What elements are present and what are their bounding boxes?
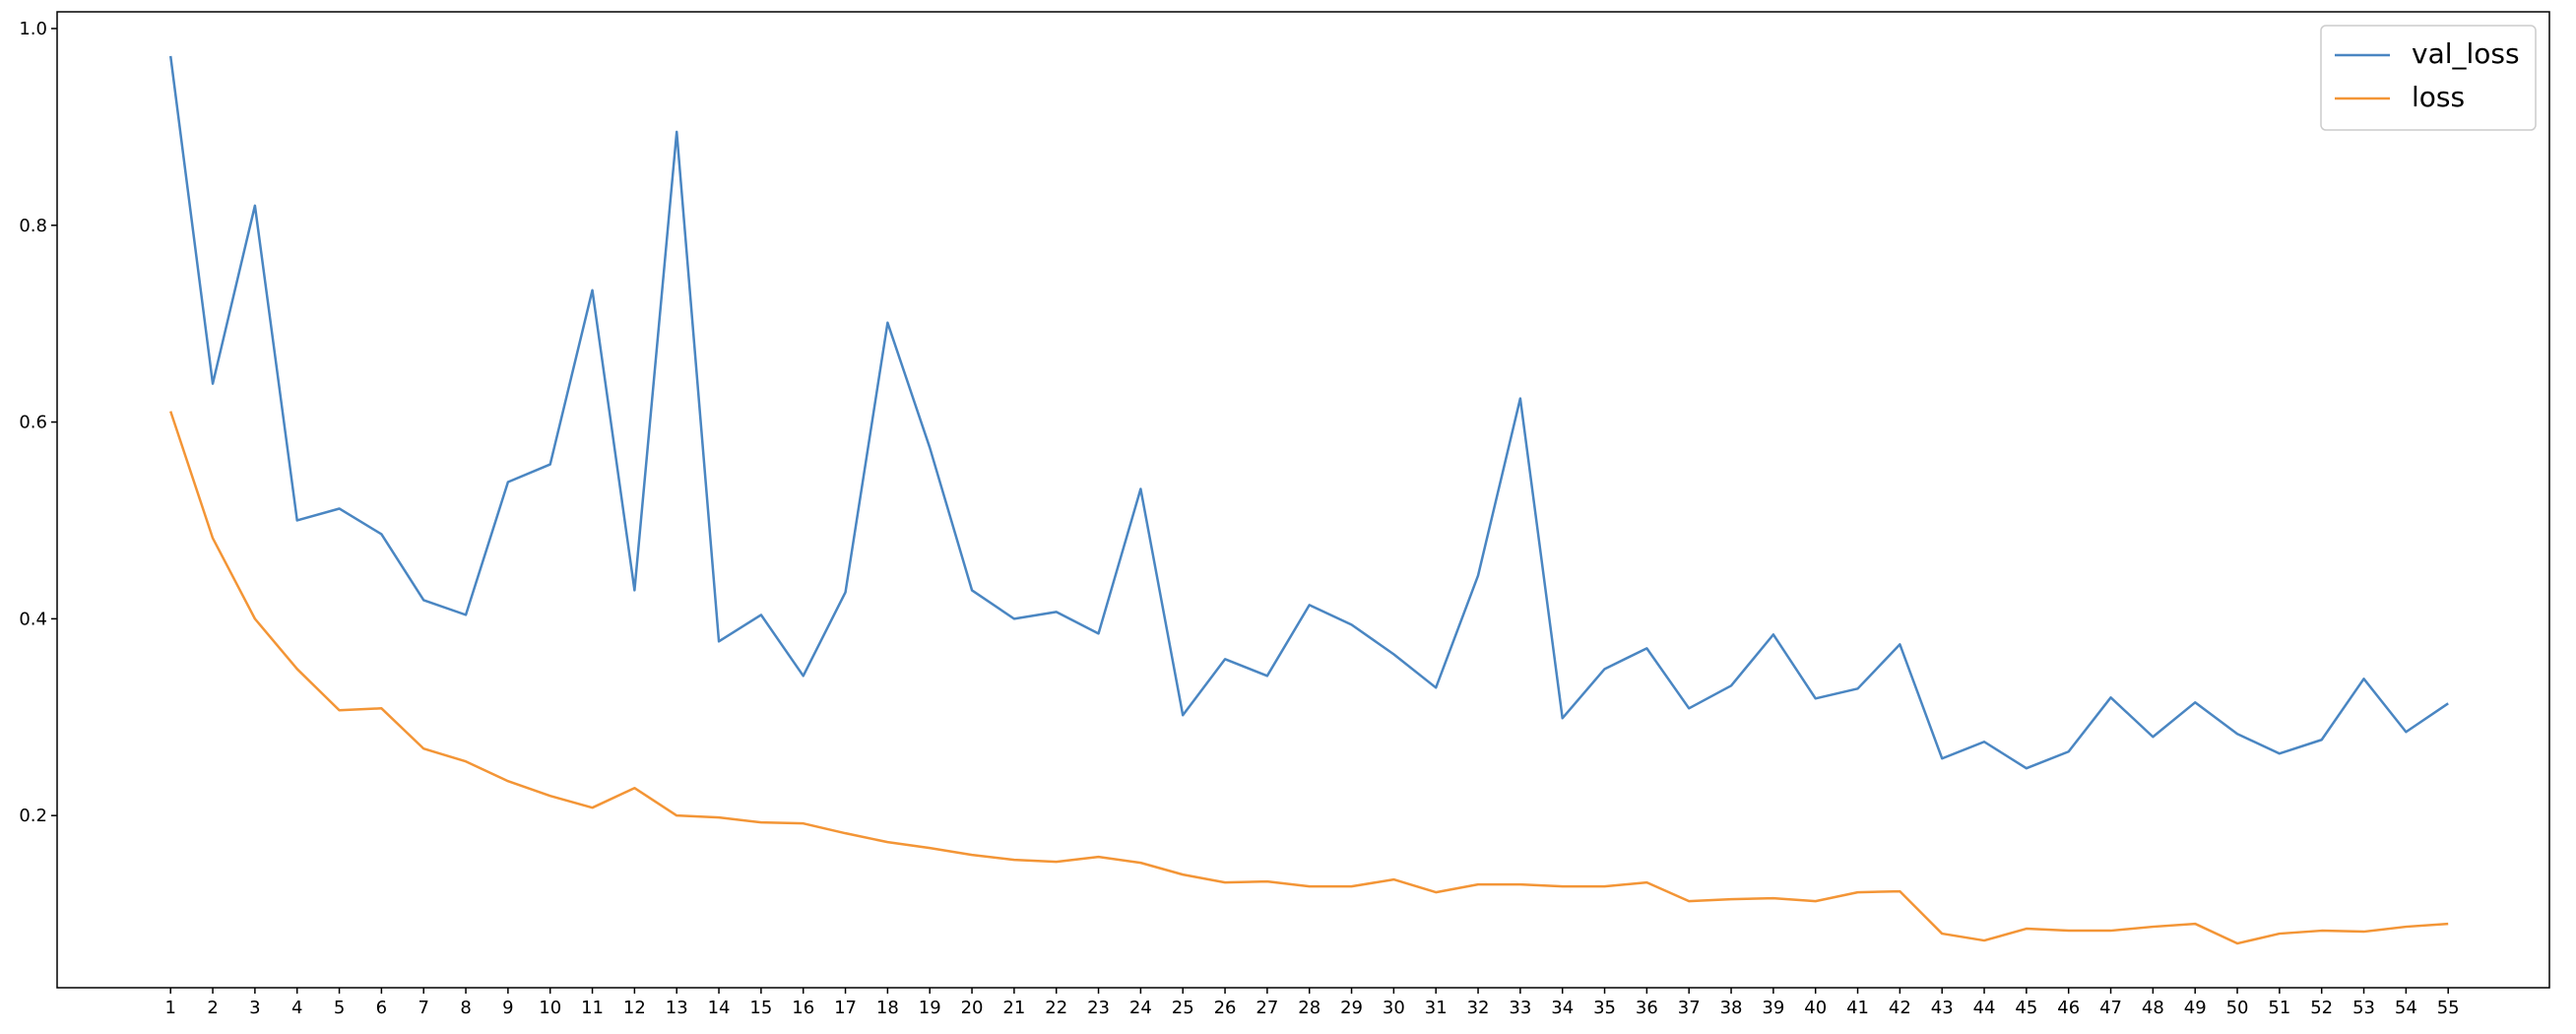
x-tick-label: 48 (2142, 998, 2164, 1018)
x-tick-label: 41 (1846, 998, 1869, 1018)
x-tick-label: 28 (1298, 998, 1320, 1018)
legend-label: val_loss (2412, 37, 2520, 70)
x-tick-label: 11 (581, 998, 604, 1018)
x-tick-label: 44 (1973, 998, 1996, 1018)
x-tick-label: 30 (1383, 998, 1405, 1018)
x-tick-label: 27 (1256, 998, 1278, 1018)
x-tick-label: 32 (1467, 998, 1490, 1018)
x-tick-label: 12 (623, 998, 646, 1018)
x-tick-label: 33 (1509, 998, 1531, 1018)
y-tick-label: 0.8 (19, 216, 47, 236)
x-tick-label: 45 (2015, 998, 2037, 1018)
x-tick-label: 10 (539, 998, 561, 1018)
x-tick-label: 21 (1002, 998, 1025, 1018)
x-tick-label: 26 (1214, 998, 1237, 1018)
x-tick-label: 47 (2099, 998, 2122, 1018)
x-tick-label: 53 (2352, 998, 2375, 1018)
x-tick-label: 17 (834, 998, 857, 1018)
y-tick-label: 0.6 (19, 413, 47, 433)
x-tick-label: 20 (961, 998, 984, 1018)
y-tick-label: 1.0 (19, 19, 47, 39)
x-tick-label: 1 (164, 998, 175, 1018)
x-tick-label: 35 (1593, 998, 1616, 1018)
plot-frame (56, 11, 2550, 989)
legend-label: loss (2412, 81, 2465, 113)
x-tick-label: 19 (919, 998, 941, 1018)
x-tick-label: 50 (2226, 998, 2249, 1018)
x-tick-label: 16 (792, 998, 814, 1018)
x-tick-label: 23 (1087, 998, 1110, 1018)
x-tick-label: 52 (2310, 998, 2333, 1018)
x-tick-label: 39 (1762, 998, 1784, 1018)
x-tick-label: 31 (1425, 998, 1448, 1018)
x-tick-label: 24 (1129, 998, 1152, 1018)
x-tick-label: 4 (291, 998, 302, 1018)
y-tick-label: 0.4 (19, 609, 47, 629)
x-tick-label: 18 (876, 998, 899, 1018)
x-tick-label: 54 (2395, 998, 2417, 1018)
x-tick-label: 7 (418, 998, 428, 1018)
x-tick-label: 36 (1636, 998, 1658, 1018)
x-tick-label: 37 (1678, 998, 1701, 1018)
x-tick-label: 14 (708, 998, 731, 1018)
x-tick-label: 34 (1551, 998, 1574, 1018)
x-tick-label: 38 (1720, 998, 1743, 1018)
x-tick-label: 2 (207, 998, 218, 1018)
data-line (168, 55, 2449, 770)
x-tick-label: 49 (2184, 998, 2207, 1018)
x-tick-label: 40 (1804, 998, 1827, 1018)
x-tick-label: 6 (376, 998, 387, 1018)
x-tick-label: 15 (749, 998, 772, 1018)
x-tick-label: 9 (502, 998, 513, 1018)
x-tick-label: 51 (2268, 998, 2290, 1018)
x-tick-label: 3 (249, 998, 260, 1018)
x-tick-label: 46 (2057, 998, 2080, 1018)
x-tick-label: 55 (2437, 998, 2460, 1018)
data-line (169, 411, 2449, 945)
x-tick-label: 29 (1340, 998, 1363, 1018)
legend-box (2320, 25, 2537, 131)
x-tick-label: 25 (1172, 998, 1194, 1018)
x-tick-label: 5 (334, 998, 345, 1018)
x-tick-label: 13 (666, 998, 688, 1018)
x-tick-label: 22 (1045, 998, 1067, 1018)
x-tick-label: 43 (1931, 998, 1954, 1018)
y-tick-label: 0.2 (19, 806, 47, 826)
x-tick-label: 8 (460, 998, 471, 1018)
x-tick-label: 42 (1889, 998, 1911, 1018)
